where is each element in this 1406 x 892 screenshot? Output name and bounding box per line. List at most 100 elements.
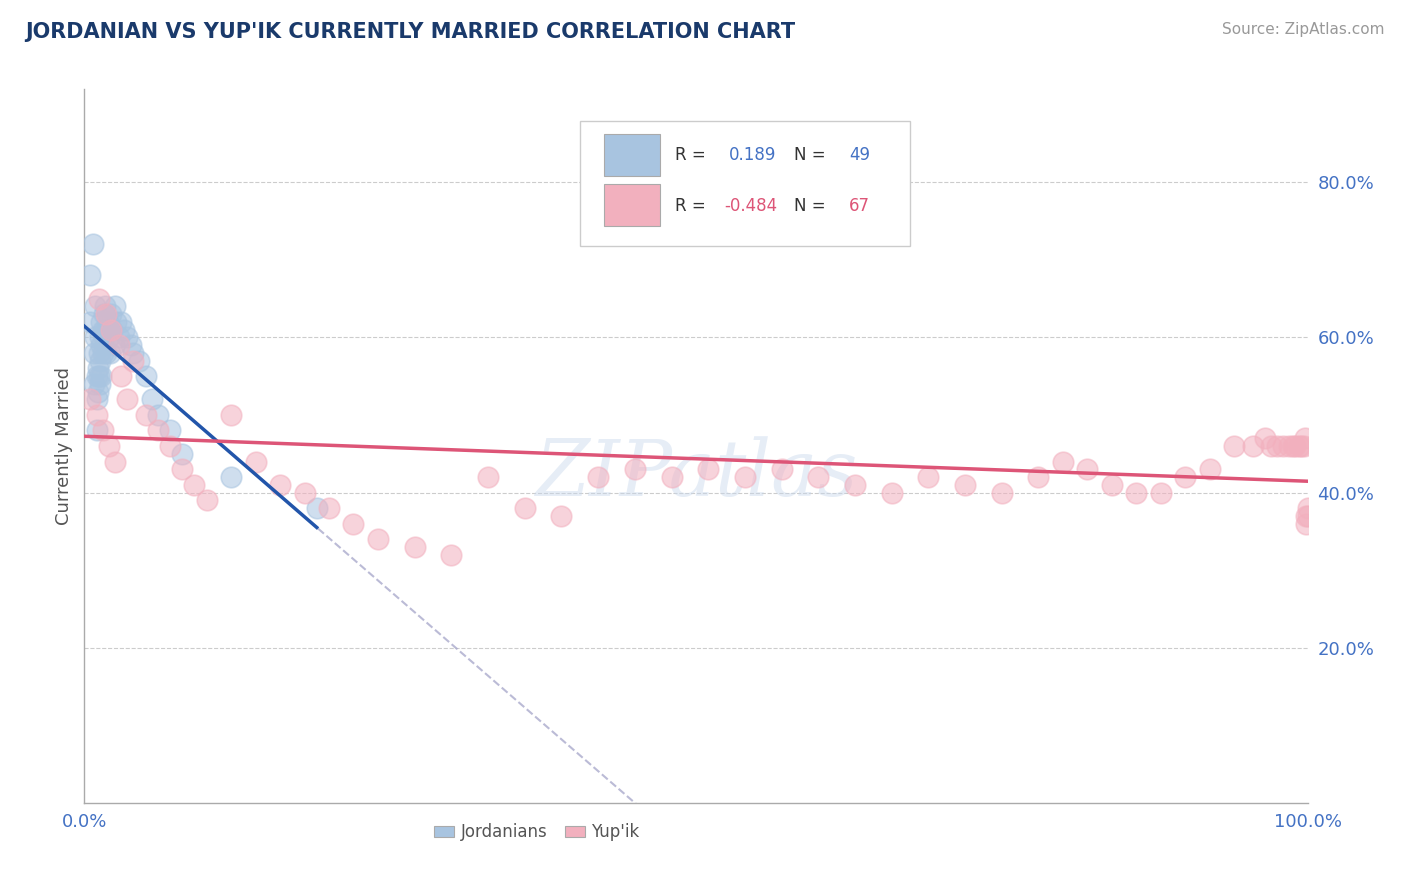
Point (1150, 485, 1173, 500)
Point (342, 516, 364, 531)
Point (120, 338, 142, 352)
Point (1198, 462, 1220, 476)
Point (880, 485, 903, 500)
Point (86, 369, 108, 384)
Point (107, 338, 129, 352)
Text: N =: N = (794, 196, 825, 214)
Text: N =: N = (794, 146, 825, 164)
Point (96, 307, 118, 321)
Point (1174, 470, 1197, 484)
Point (844, 477, 866, 491)
Point (90, 338, 112, 352)
Point (86, 424, 108, 438)
Point (1295, 516, 1317, 531)
Point (90, 369, 112, 384)
Point (1260, 439, 1282, 453)
Point (94, 323, 117, 337)
Point (770, 462, 793, 476)
Point (1241, 439, 1264, 453)
Point (103, 338, 125, 352)
Point (440, 548, 463, 562)
Point (104, 454, 127, 468)
Point (159, 424, 181, 438)
Point (807, 470, 830, 484)
Point (97, 439, 120, 453)
Point (146, 408, 169, 422)
Point (100, 307, 122, 321)
Point (1284, 439, 1306, 453)
Point (89, 330, 111, 344)
Point (79, 392, 101, 407)
Point (1282, 439, 1305, 453)
Point (87, 361, 110, 376)
Text: 0.189: 0.189 (728, 146, 776, 164)
Point (98, 346, 121, 360)
Point (917, 470, 939, 484)
Point (1296, 508, 1319, 523)
Point (97, 330, 120, 344)
Point (84, 330, 107, 344)
Point (82, 237, 104, 252)
Point (1278, 439, 1301, 453)
Point (122, 353, 145, 368)
Point (104, 299, 127, 313)
Point (112, 323, 135, 337)
Point (91, 424, 114, 438)
Point (269, 477, 291, 491)
Point (305, 501, 328, 516)
Point (110, 369, 132, 384)
Point (93, 330, 115, 344)
Point (195, 493, 218, 508)
FancyBboxPatch shape (605, 134, 661, 177)
Point (159, 439, 181, 453)
Point (100, 323, 122, 337)
Point (318, 501, 340, 516)
Point (1101, 477, 1123, 491)
Point (661, 470, 683, 484)
Point (734, 470, 756, 484)
Point (1028, 470, 1050, 484)
Point (94, 299, 117, 313)
Point (86, 408, 108, 422)
Point (79, 315, 101, 329)
Text: Source: ZipAtlas.com: Source: ZipAtlas.com (1222, 22, 1385, 37)
Point (83, 346, 105, 360)
Point (141, 392, 163, 407)
Text: ZIPatlas: ZIPatlas (534, 436, 858, 513)
Point (87, 292, 110, 306)
Point (1294, 431, 1316, 445)
Point (110, 315, 132, 329)
Point (93, 307, 115, 321)
Point (135, 408, 157, 422)
Point (135, 369, 157, 384)
Y-axis label: Currently Married: Currently Married (55, 367, 73, 525)
Point (1292, 439, 1315, 453)
Point (115, 330, 138, 344)
Legend: Jordanians, Yup'ik: Jordanians, Yup'ik (427, 817, 647, 848)
Point (697, 462, 720, 476)
Point (87, 346, 110, 360)
Point (79, 268, 101, 283)
Point (87, 369, 110, 384)
Point (183, 477, 205, 491)
Text: -0.484: -0.484 (724, 196, 778, 214)
Point (550, 508, 572, 523)
Point (128, 353, 150, 368)
Point (115, 392, 138, 407)
Point (219, 408, 242, 422)
Point (1254, 431, 1277, 445)
Point (367, 532, 389, 546)
Point (1288, 439, 1310, 453)
Point (1296, 501, 1319, 516)
Point (172, 462, 194, 476)
Point (1223, 439, 1246, 453)
Point (172, 447, 194, 461)
Point (146, 424, 169, 438)
Point (105, 315, 128, 329)
FancyBboxPatch shape (579, 121, 910, 246)
Point (1265, 439, 1288, 453)
Point (89, 353, 111, 368)
Point (101, 323, 124, 337)
FancyBboxPatch shape (605, 184, 661, 227)
Point (97, 315, 120, 329)
